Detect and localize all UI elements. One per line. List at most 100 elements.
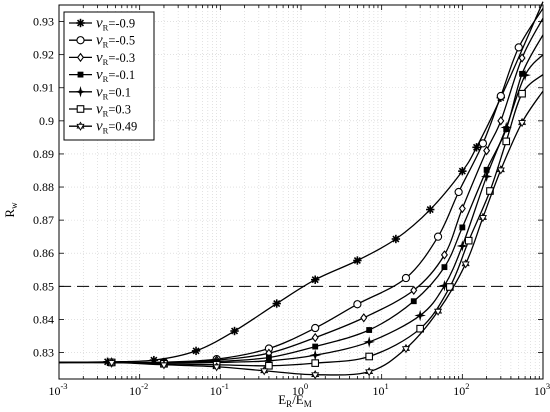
y-tick-label: 0.83 [33, 346, 54, 360]
x-tick-label: 103 [534, 381, 550, 398]
data-point [458, 166, 467, 176]
y-tick-label: 0.9 [39, 114, 54, 128]
legend-label: νR=-0.1 [96, 67, 135, 84]
data-point [496, 165, 505, 175]
data-point [464, 236, 473, 245]
y-tick-label: 0.84 [33, 312, 54, 326]
marker-square-filled [77, 71, 84, 78]
x-tick-label: 102 [453, 381, 469, 398]
data-point [230, 326, 239, 336]
data-point [461, 259, 470, 269]
data-point [401, 343, 411, 354]
data-point [311, 359, 320, 367]
data-point [518, 89, 526, 98]
legend-item: νR=0.49 [69, 119, 137, 136]
series-layer [58, 1, 544, 380]
data-point [311, 323, 320, 333]
data-point [212, 362, 221, 372]
marker-diamond [76, 52, 85, 63]
legend-items: νR=-0.9νR=-0.5νR=-0.3νR=-0.1νR=0.1νR=0.3… [69, 16, 137, 136]
data-point [311, 275, 320, 284]
x-tick-labels: 10-3 10-2 10-1 100 101 102 103 [48, 381, 550, 398]
data-point [366, 327, 373, 333]
y-tick-label: 0.89 [33, 147, 54, 161]
marker-hexagram [76, 121, 85, 131]
marker-square [76, 105, 85, 113]
data-point [391, 234, 401, 244]
legend-item: νR=-0.9 [69, 16, 135, 33]
data-point [518, 117, 527, 128]
x-axis-title: ER/EM [278, 392, 312, 409]
y-tick-label: 0.88 [33, 180, 54, 194]
grid [59, 5, 543, 379]
data-point [414, 309, 426, 322]
data-point [459, 224, 466, 231]
legend-label: νR=0.3 [96, 102, 131, 119]
data-point [265, 361, 273, 370]
y-tick-label: 0.92 [33, 48, 54, 62]
data-point [312, 343, 319, 350]
data-point [401, 273, 411, 283]
marker-plus-star [74, 86, 87, 98]
legend-label: νR=0.1 [96, 84, 131, 101]
data-point [107, 357, 116, 368]
data-point [518, 53, 526, 63]
data-point [426, 205, 435, 214]
data-point [454, 187, 463, 197]
ticks [58, 5, 544, 379]
x-tick-label: 10-1 [210, 381, 229, 398]
data-point [480, 170, 493, 183]
legend-label: νR=-0.9 [96, 16, 135, 33]
data-point [311, 332, 319, 343]
data-point [363, 336, 375, 348]
data-point [478, 139, 488, 148]
data-point [260, 366, 269, 376]
series-line [58, 74, 544, 367]
legend-label: νR=0.49 [96, 119, 137, 136]
data-point [311, 370, 320, 380]
data-point [159, 360, 169, 370]
series-line [58, 90, 544, 376]
data-point [483, 145, 491, 156]
legend-label: νR=-0.3 [96, 50, 135, 67]
data-point [440, 250, 448, 260]
data-point [519, 69, 531, 81]
data-point [497, 116, 505, 126]
marker-star [76, 18, 85, 28]
data-point [472, 143, 481, 152]
data-point [502, 137, 511, 146]
y-tick-labels: 0.83 0.84 0.85 0.86 0.87 0.88 0.89 0.9 0.91 0.92 0… [33, 15, 54, 360]
data-point [353, 256, 362, 265]
y-tick-label: 0.86 [33, 246, 54, 260]
series-6 [58, 90, 544, 380]
x-tick-label: 10-3 [48, 381, 67, 398]
data-point [433, 306, 443, 316]
legend-item: νR=-0.5 [69, 33, 135, 50]
data-point [191, 346, 201, 356]
x-tick-label: 100 [292, 381, 308, 398]
data-point [365, 367, 374, 377]
data-point [514, 43, 523, 52]
data-point [441, 264, 448, 271]
data-point [360, 313, 368, 323]
y-tick-label: 0.91 [33, 81, 54, 95]
y-tick-label: 0.87 [33, 213, 54, 227]
data-point [500, 121, 512, 134]
data-point [456, 240, 469, 252]
data-point [496, 91, 505, 101]
legend-item: νR=-0.3 [69, 50, 135, 67]
legend-label: νR=-0.5 [96, 33, 135, 50]
y-tick-label: 0.93 [33, 15, 54, 29]
x-tick-label: 10-2 [129, 381, 148, 398]
legend-item: νR=0.1 [69, 84, 131, 101]
data-point [433, 232, 443, 241]
data-point [410, 298, 417, 305]
y-axis-title: Rw [2, 202, 19, 218]
legend: νR=-0.9νR=-0.5νR=-0.3νR=-0.1νR=0.1νR=0.3… [63, 11, 155, 141]
legend-item: νR=-0.1 [69, 67, 135, 84]
data-point [365, 352, 373, 361]
marker-circle [76, 36, 85, 45]
data-point [353, 300, 362, 309]
data-point [272, 299, 281, 308]
